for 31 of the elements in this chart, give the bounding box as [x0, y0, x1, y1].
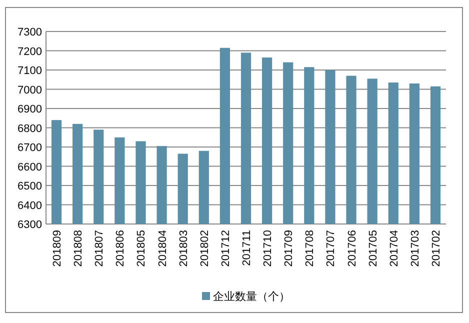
x-tick-label: 201702: [430, 230, 442, 267]
x-tick-label: 201703: [409, 230, 422, 267]
x-tick-label: 201802: [198, 230, 211, 267]
x-tick-label: 201805: [136, 230, 148, 267]
x-tick-label: 201710: [262, 230, 274, 267]
y-tick-label: 6300: [18, 219, 42, 231]
x-tick-label: 201712: [220, 230, 232, 267]
x-tick-label: 201807: [94, 230, 106, 267]
x-tick-label: 201705: [367, 230, 380, 267]
x-tick-label: 201709: [283, 230, 296, 267]
x-tick-label: 201704: [388, 230, 400, 267]
x-tick-label: 201706: [346, 230, 358, 267]
y-tick-label: 6400: [18, 200, 42, 212]
y-tick-label: 6500: [18, 180, 42, 192]
x-tick-label: 201711: [241, 230, 253, 266]
y-tick-label: 7300: [18, 26, 42, 38]
y-tick-label: 7200: [18, 46, 42, 58]
y-tick-label: 7000: [18, 84, 42, 96]
y-tick-label: 7100: [18, 65, 42, 77]
y-tick-label: 6700: [18, 142, 42, 154]
x-tick-label: 201804: [156, 230, 169, 267]
y-tick-label: 6800: [18, 122, 42, 135]
x-tick-label: 201803: [178, 230, 190, 267]
x-tick-label: 201707: [325, 230, 338, 267]
x-tick-label: 201708: [304, 230, 316, 267]
x-tick-label: 201808: [72, 230, 85, 267]
y-tick-label: 6900: [18, 104, 42, 116]
x-tick-label: 201809: [52, 230, 64, 267]
x-tick-label: 201806: [114, 230, 127, 267]
legend-label: 企业数量（个）: [213, 290, 290, 303]
y-tick-label: 6600: [18, 161, 42, 174]
